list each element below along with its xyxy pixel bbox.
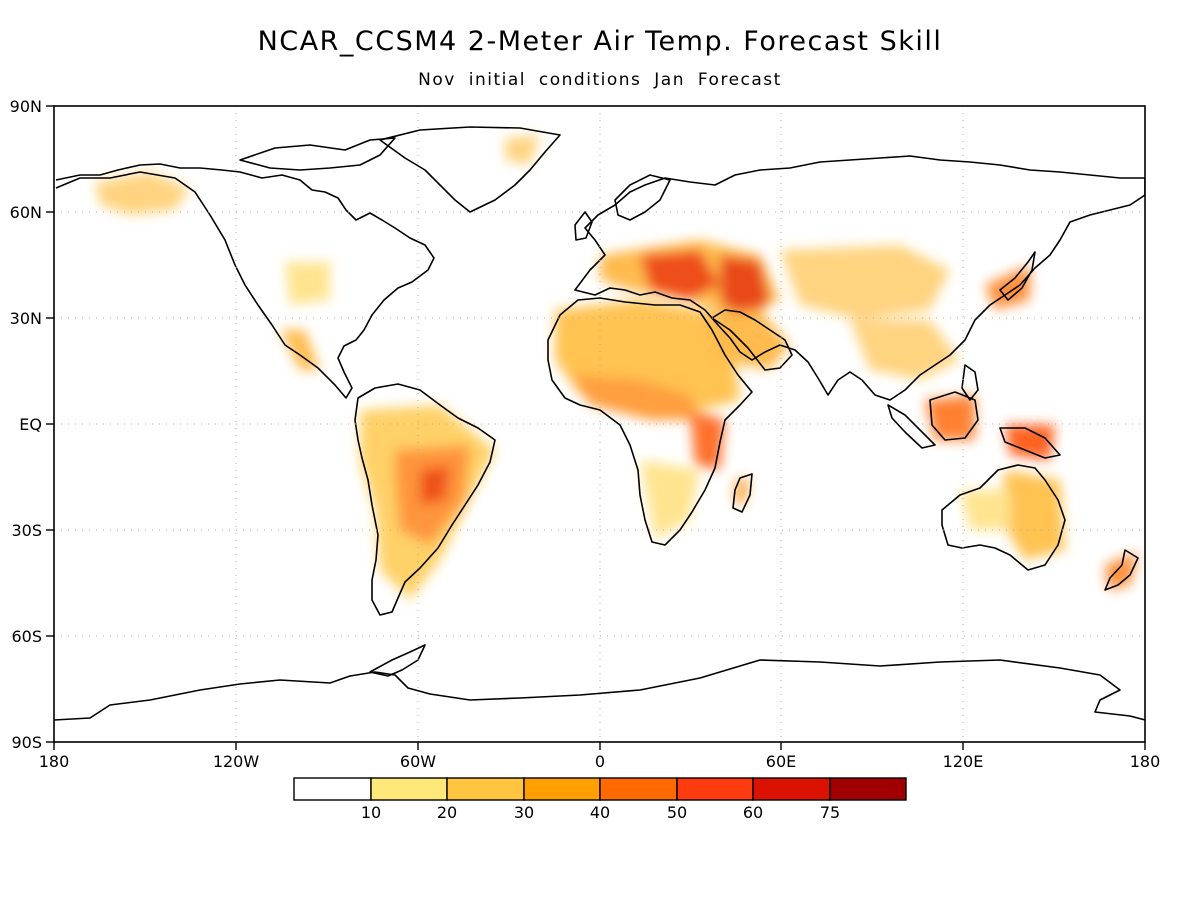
coast-canadian-arctic — [239, 137, 396, 171]
map-subtitle: Nov initial conditions Jan Forecast — [418, 70, 782, 90]
skill-region-japan — [985, 265, 1030, 310]
coast-madagascar — [732, 473, 753, 513]
grid-lines — [54, 106, 1145, 742]
skill-region-new-zealand — [1105, 552, 1138, 590]
lon-tick-label: 180 — [39, 752, 70, 771]
skill-region-sahel — [570, 375, 700, 420]
lon-tick-label: 60E — [766, 752, 796, 771]
colorbar-swatch — [446, 777, 525, 801]
colorbar-label: 20 — [437, 803, 457, 822]
skill-region-south-america-peak — [420, 465, 450, 505]
coastlines — [54, 126, 1145, 721]
lat-tick-label: 30S — [11, 521, 42, 540]
skill-region-east-australia — [1000, 470, 1065, 560]
coast-japan — [999, 251, 1036, 301]
colorbar-label: 10 — [361, 803, 381, 822]
coast-greenland — [379, 126, 561, 213]
coast-australia — [941, 464, 1066, 571]
coast-antarctic-peninsula — [369, 644, 426, 677]
skill-region-southern-africa — [640, 460, 700, 540]
lat-tick-label: 90S — [11, 733, 42, 752]
skill-region-caspian-peak — [720, 255, 770, 325]
skill-shading — [95, 135, 1138, 600]
lon-tick-label: 0 — [595, 752, 605, 771]
coast-antarctica — [54, 659, 1145, 721]
colorbar-swatch — [676, 777, 754, 801]
coast-scandinavia — [614, 174, 671, 221]
coast-borneo — [929, 391, 979, 441]
skill-region-china — [850, 320, 960, 380]
colorbar-label: 75 — [820, 803, 840, 822]
skill-region-central-australia — [960, 490, 1010, 530]
lon-tick-label: 120E — [943, 752, 984, 771]
skill-region-black-sea-peak — [640, 250, 720, 300]
lon-tick-label: 60W — [400, 752, 436, 771]
colorbar-swatch — [293, 777, 372, 801]
coast-south-america — [354, 383, 496, 616]
colorbar-swatch — [370, 777, 448, 801]
colorbar-label: 30 — [514, 803, 534, 822]
coast-new-zealand — [1104, 549, 1139, 591]
tick-marks — [46, 105, 1146, 750]
coast-north-america — [55, 163, 435, 399]
coast-arabia — [711, 309, 793, 371]
lon-tick-label: 180 — [1130, 752, 1161, 771]
coast-sumatra — [887, 404, 936, 449]
lon-tick-labels: 180 120W 60W 0 60E 120E 180 — [39, 752, 1161, 771]
map-plot-area — [54, 106, 1145, 742]
lat-tick-label: 60S — [11, 627, 42, 646]
lat-tick-label: 90N — [10, 97, 42, 116]
lat-tick-labels: 90N 60N 30N EQ 30S 60S 90S — [10, 97, 42, 752]
colorbar-swatch — [523, 777, 601, 801]
skill-region-central-usa — [285, 262, 330, 305]
colorbar-label: 50 — [667, 803, 687, 822]
skill-region-central-asia — [780, 245, 950, 320]
skill-region-new-guinea — [1005, 425, 1055, 460]
coast-new-guinea — [999, 427, 1061, 459]
colorbar-swatch — [599, 777, 678, 801]
coast-eurasia — [574, 155, 1145, 401]
skill-region-mexico — [280, 330, 320, 370]
skill-region-east-africa — [690, 410, 725, 470]
colorbar-swatch — [752, 777, 831, 801]
colorbar-label: 40 — [590, 803, 610, 822]
colorbar-label: 60 — [743, 803, 763, 822]
lat-tick-label: 30N — [10, 309, 42, 328]
lat-tick-label: 60N — [10, 203, 42, 222]
map-title: NCAR_CCSM4 2-Meter Air Temp. Forecast Sk… — [257, 26, 943, 57]
skill-region-greenland — [505, 135, 540, 165]
lat-tick-label: EQ — [19, 415, 42, 434]
colorbar: 10 20 30 40 50 60 75 — [293, 777, 907, 822]
skill-region-alaska — [95, 172, 190, 215]
lon-tick-label: 120W — [213, 752, 260, 771]
colorbar-swatch — [829, 777, 907, 801]
coast-africa — [547, 297, 753, 546]
coast-british-isles — [574, 211, 593, 241]
coast-philippines — [961, 364, 979, 401]
